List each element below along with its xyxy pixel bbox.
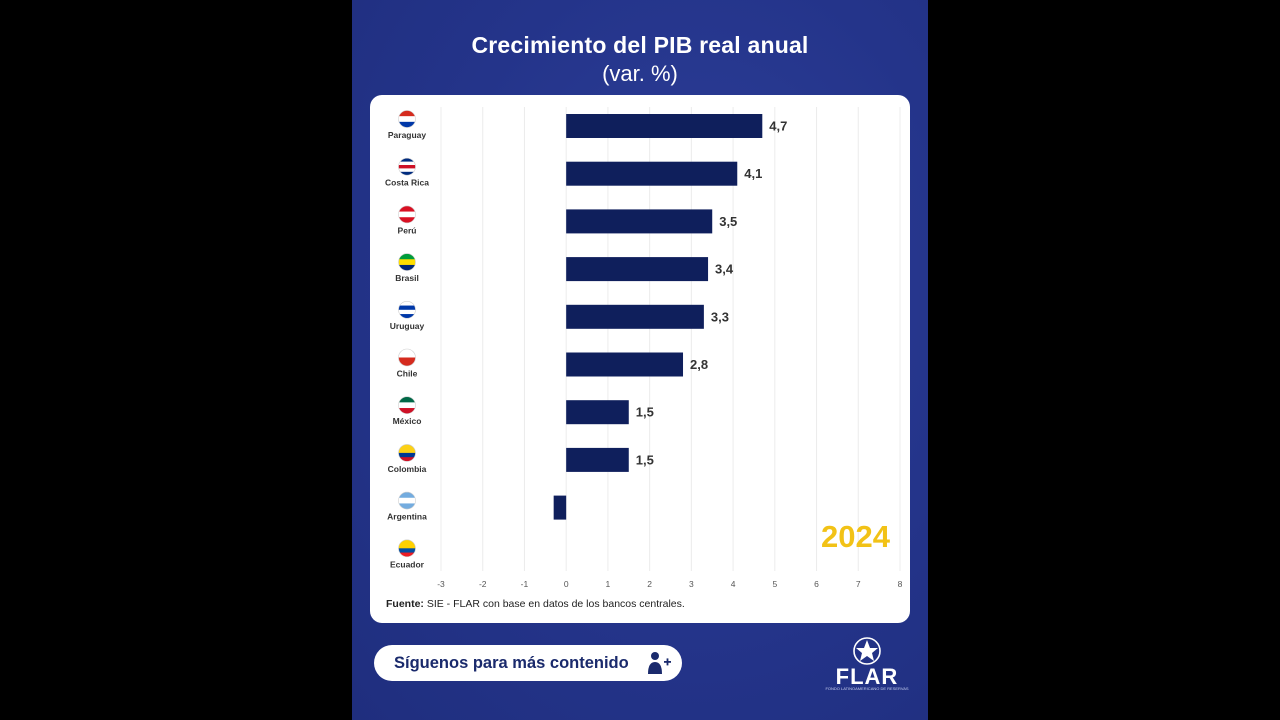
x-tick-label: 6 (814, 579, 819, 589)
category-label: Ecuador (390, 559, 425, 569)
source-text: SIE - FLAR con base en datos de los banc… (423, 598, 685, 610)
category-label: Chile (397, 369, 418, 379)
flag-outline (398, 110, 416, 128)
flag-outline (398, 157, 416, 176)
x-tick-label: 4 (731, 579, 736, 589)
x-tick-label: -2 (479, 579, 487, 589)
flag-icon (398, 349, 416, 366)
source-note: Fuente: SIE - FLAR con base en datos de … (386, 598, 685, 610)
x-tick-label: 8 (898, 579, 903, 589)
star-emblem-icon (853, 637, 881, 665)
bar-chart: -3 -2 -1 0 1 2 3 4 5 6 7 8 Paraguay 4,7 Costa Rica 4,1 P… (385, 107, 903, 589)
flag-icon (398, 539, 416, 557)
data-label: 4,7 (769, 119, 787, 134)
data-label: 1,5 (636, 452, 654, 467)
infographic-panel: Crecimiento del PIB real anual (var. %) … (352, 0, 928, 720)
flag-outline (398, 205, 416, 224)
x-tick-label: 1 (606, 579, 611, 589)
flag-outline (398, 396, 416, 415)
x-tick-label: 5 (772, 579, 777, 589)
flag-outline (398, 539, 416, 558)
source-label: Fuente: (386, 598, 424, 610)
bar (566, 257, 709, 282)
bar (566, 304, 704, 329)
x-tick-label: 3 (689, 579, 694, 589)
chart-subtitle: (var. %) (602, 61, 678, 86)
year-annotation: 2024 (821, 519, 890, 554)
category-label: Colombia (388, 464, 427, 474)
flag-icon (398, 205, 416, 223)
data-label: 1,5 (636, 405, 654, 420)
flag-outline (398, 301, 416, 319)
x-tick-label: 0 (564, 579, 569, 589)
x-tick-label: 2 (647, 579, 652, 589)
follow-label: Síguenos para más contenido (394, 653, 629, 672)
bar (566, 114, 763, 138)
chart-title: Crecimiento del PIB real anual (471, 32, 809, 58)
x-tick-label: -3 (437, 579, 445, 589)
category-label: Paraguay (388, 130, 427, 140)
category-label: Costa Rica (385, 178, 429, 188)
chart-card: -3 -2 -1 0 1 2 3 4 5 6 7 8 Paraguay 4,7 Costa Rica 4,1 P… (370, 95, 910, 623)
logo-text: FLAR (835, 664, 899, 689)
bar (566, 400, 629, 425)
category-label: México (393, 416, 422, 426)
data-label: 3,4 (715, 262, 734, 277)
data-label: 2,8 (690, 357, 708, 372)
logo-subtext: FONDO LATINOAMERICANO DE RESERVAS (825, 686, 909, 691)
bar (553, 495, 567, 520)
flag-icon (398, 301, 416, 319)
add-user-icon (648, 652, 671, 674)
bar (566, 209, 713, 234)
flag-outline (398, 444, 416, 462)
x-tick-label: 7 (856, 579, 861, 589)
data-label: 3,5 (719, 214, 737, 229)
flag-outline (398, 491, 416, 510)
data-label: 3,3 (711, 309, 729, 324)
flag-outline (398, 348, 416, 367)
category-label: Uruguay (390, 321, 425, 331)
flag-icon (398, 253, 416, 271)
category-label: Argentina (387, 512, 427, 522)
flag-icon (398, 444, 416, 462)
data-label: 4,1 (744, 166, 762, 181)
x-tick-label: -1 (521, 579, 529, 589)
flar-logo: FLAR FONDO LATINOAMERICANO DE RESERVAS (822, 636, 912, 692)
bar (566, 447, 629, 472)
bar (566, 161, 738, 186)
flag-icon (398, 110, 416, 128)
flag-icon (398, 396, 416, 414)
flag-icon (398, 158, 416, 176)
category-label: Perú (398, 225, 417, 235)
follow-button[interactable]: Síguenos para más contenido (374, 645, 682, 681)
flag-icon (398, 492, 416, 510)
flag-outline (398, 253, 416, 271)
bar (566, 352, 684, 377)
category-label: Brasil (395, 273, 419, 283)
